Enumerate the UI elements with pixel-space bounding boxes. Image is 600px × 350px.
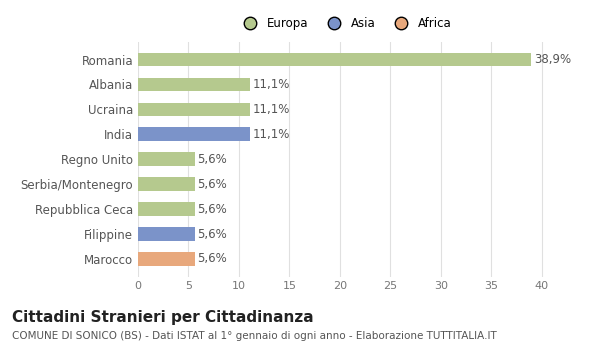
Text: 5,6%: 5,6%	[197, 228, 227, 240]
Bar	[138, 127, 250, 141]
Bar	[138, 152, 194, 166]
Bar	[138, 78, 250, 91]
Bar	[138, 103, 250, 116]
Text: 5,6%: 5,6%	[197, 252, 227, 266]
Text: COMUNE DI SONICO (BS) - Dati ISTAT al 1° gennaio di ogni anno - Elaborazione TUT: COMUNE DI SONICO (BS) - Dati ISTAT al 1°…	[12, 331, 497, 341]
Text: 5,6%: 5,6%	[197, 153, 227, 166]
Bar	[138, 177, 194, 191]
Bar	[138, 252, 194, 266]
Bar	[138, 52, 531, 66]
Bar	[138, 202, 194, 216]
Text: 5,6%: 5,6%	[197, 178, 227, 191]
Text: 11,1%: 11,1%	[253, 78, 290, 91]
Text: 38,9%: 38,9%	[534, 53, 571, 66]
Text: 5,6%: 5,6%	[197, 203, 227, 216]
Text: 11,1%: 11,1%	[253, 128, 290, 141]
Bar	[138, 227, 194, 241]
Text: 11,1%: 11,1%	[253, 103, 290, 116]
Text: Cittadini Stranieri per Cittadinanza: Cittadini Stranieri per Cittadinanza	[12, 310, 314, 325]
Legend: Europa, Asia, Africa: Europa, Asia, Africa	[233, 13, 457, 35]
